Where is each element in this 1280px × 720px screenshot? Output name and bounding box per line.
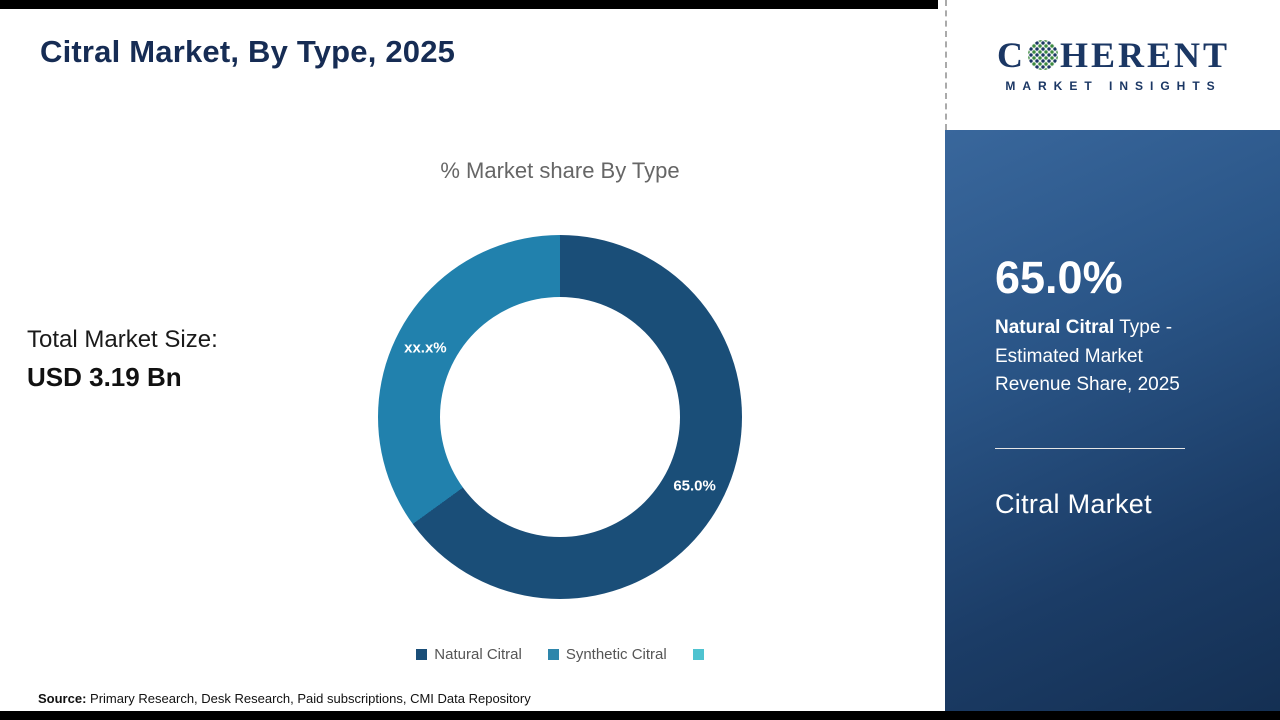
slice-label: 65.0% xyxy=(673,477,716,495)
legend-item: Natural Citral xyxy=(416,646,522,663)
legend-swatch xyxy=(692,649,704,660)
brand-logo: C HERENT MARKET INSIGHTS xyxy=(945,0,1280,130)
top-accent-bar xyxy=(0,0,938,9)
legend-item xyxy=(692,649,704,660)
total-market-label: Total Market Size: xyxy=(27,326,218,353)
content-area: Citral Market, By Type, 2025 % Market sh… xyxy=(27,34,790,663)
slice-label: xx.x% xyxy=(404,339,447,357)
chart-legend: Natural Citral Synthetic Citral xyxy=(330,646,790,663)
globe-icon xyxy=(1027,40,1058,70)
source-label: Source: xyxy=(38,691,87,706)
stat-highlight: Natural Citral xyxy=(995,317,1115,338)
legend-label: Natural Citral xyxy=(434,646,522,663)
stat-value: 65.0% xyxy=(995,252,1123,303)
total-market-value: USD 3.19 Bn xyxy=(27,362,182,392)
source-text: Primary Research, Desk Research, Paid su… xyxy=(86,691,531,706)
donut-hole xyxy=(440,297,680,537)
sidebar: C HERENT MARKET INSIGHTS 65.0% Natural C… xyxy=(945,0,1280,720)
page-title: Citral Market, By Type, 2025 xyxy=(40,34,456,69)
divider-line xyxy=(995,447,1185,449)
legend-label: Synthetic Citral xyxy=(565,646,667,663)
brand-letter-c: C xyxy=(996,35,1026,75)
brand-letters-rest: HERENT xyxy=(1059,35,1231,75)
sidebar-body: 65.0% Natural Citral Type - Estimated Ma… xyxy=(945,130,1280,720)
legend-swatch xyxy=(547,649,559,660)
source-note: Source: Primary Research, Desk Research,… xyxy=(38,691,531,706)
brand-wordmark: C HERENT xyxy=(997,37,1230,73)
stat-description: Natural Citral Type - Estimated Market R… xyxy=(995,314,1207,400)
donut-chart: 65.0% xx.x% xyxy=(378,235,742,599)
market-name: Citral Market xyxy=(995,488,1152,519)
chart-title: % Market share By Type xyxy=(440,158,680,183)
brand-subtitle: MARKET INSIGHTS xyxy=(1005,79,1222,93)
legend-item: Synthetic Citral xyxy=(547,646,667,663)
bottom-accent-bar xyxy=(0,711,1280,720)
total-market-size: Total Market Size: USD 3.19 Bn xyxy=(27,326,218,393)
stat-rest: Type - Estimated Market Revenue Share, 2… xyxy=(995,317,1180,395)
legend-swatch xyxy=(416,649,428,660)
